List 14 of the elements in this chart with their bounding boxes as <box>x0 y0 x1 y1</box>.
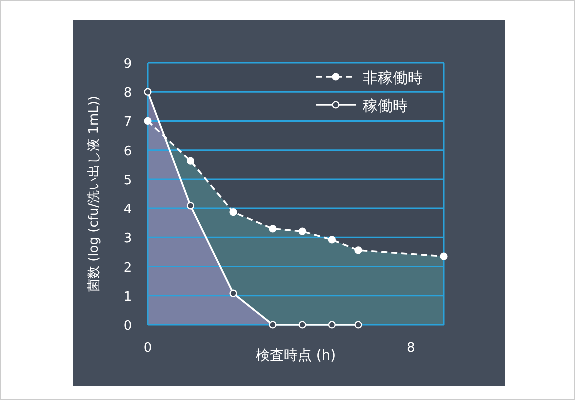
y-tick-label: 2 <box>124 260 132 276</box>
y-tick-label: 4 <box>124 202 132 218</box>
y-tick-label: 8 <box>124 86 132 102</box>
x-axis-title: 検査時点 (h) <box>256 348 336 364</box>
y-axis-title: 菌数 (log (cfu/洗い出し液 1mL)) <box>87 96 102 292</box>
y-tick-label: 6 <box>124 144 132 160</box>
y-tick-label: 5 <box>124 173 132 188</box>
legend-label: 稼働時 <box>363 97 408 115</box>
legend-label: 非稼働時 <box>363 69 423 87</box>
y-tick-label: 0 <box>124 319 132 334</box>
y-tick-label: 9 <box>124 57 132 72</box>
y-tick-label: 1 <box>124 290 132 305</box>
y-tick-label: 7 <box>124 115 132 130</box>
y-tick-label: 3 <box>124 232 132 247</box>
